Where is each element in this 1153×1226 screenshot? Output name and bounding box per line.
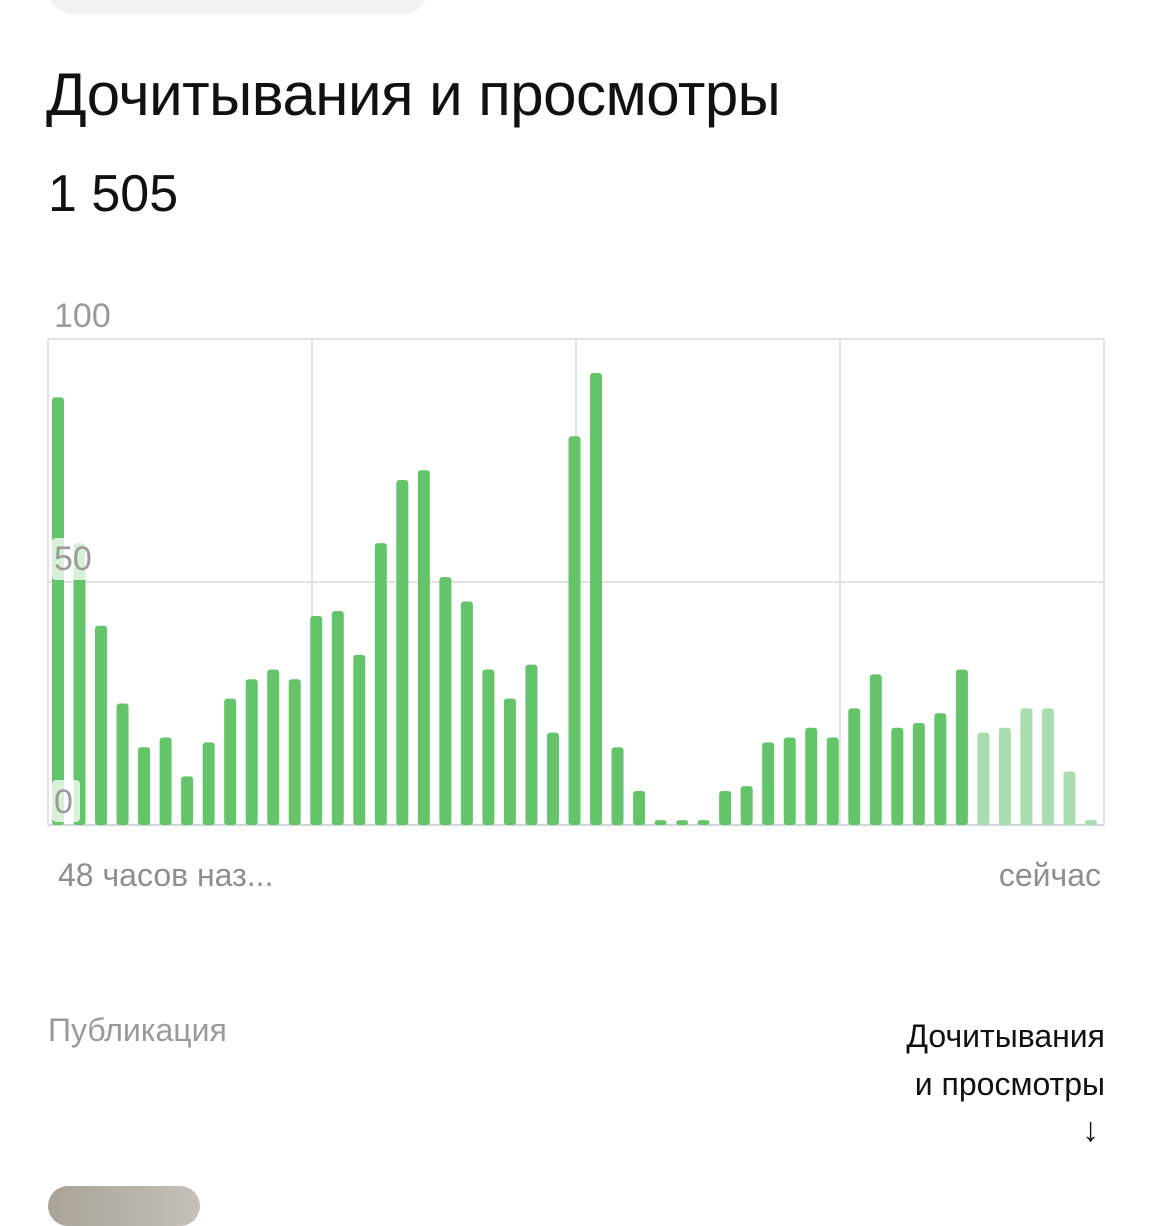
- bar-11[interactable]: [288, 679, 301, 825]
- bar-7[interactable]: [202, 742, 215, 825]
- metric-header-line2: и просмотры: [914, 1066, 1105, 1102]
- chart-labels: 100 50 0 48 часов наз... сейчас: [52, 296, 1101, 893]
- chart-bars: [52, 373, 1097, 825]
- y-tick-50: 50: [54, 540, 92, 578]
- bar-1[interactable]: [73, 543, 86, 825]
- bar-48[interactable]: [1085, 820, 1097, 825]
- bar-21[interactable]: [503, 698, 516, 825]
- bar-20[interactable]: [482, 669, 495, 825]
- bar-24[interactable]: [568, 436, 581, 825]
- bar-38[interactable]: [869, 674, 882, 825]
- bar-10[interactable]: [267, 669, 280, 825]
- x-start-label: 48 часов наз...: [58, 857, 273, 893]
- page-title: Дочитывания и просмотры: [46, 61, 781, 128]
- bar-29[interactable]: [676, 820, 689, 825]
- y-tick-backdrop: [52, 538, 100, 580]
- bar-43[interactable]: [977, 732, 990, 825]
- bar-42[interactable]: [955, 669, 968, 825]
- bar-46[interactable]: [1041, 708, 1054, 825]
- bar-28[interactable]: [654, 820, 667, 825]
- bar-34[interactable]: [783, 737, 796, 825]
- top-pill[interactable]: [48, 0, 428, 14]
- metric-column-header[interactable]: Дочитывания и просмотры ↓: [785, 1012, 1105, 1152]
- y-tick-backdrop: [52, 780, 80, 822]
- bar-41[interactable]: [934, 713, 947, 825]
- metric-header-line1: Дочитывания: [906, 1018, 1105, 1054]
- bar-40[interactable]: [912, 722, 925, 825]
- bar-16[interactable]: [396, 479, 409, 825]
- bar-5[interactable]: [159, 737, 172, 825]
- bar-25[interactable]: [590, 373, 603, 825]
- y-tick-0: 0: [54, 783, 73, 821]
- x-end-label: сейчас: [999, 857, 1101, 893]
- bar-2[interactable]: [95, 625, 108, 825]
- y-tick-100: 100: [54, 297, 111, 335]
- bar-31[interactable]: [719, 790, 732, 825]
- bar-9[interactable]: [245, 679, 258, 825]
- sort-down-icon[interactable]: ↓: [1082, 1111, 1099, 1149]
- bar-13[interactable]: [331, 611, 344, 825]
- bar-0[interactable]: [52, 397, 64, 825]
- bar-19[interactable]: [460, 601, 473, 825]
- bar-30[interactable]: [697, 820, 710, 825]
- bar-27[interactable]: [633, 790, 646, 825]
- bar-22[interactable]: [525, 664, 538, 825]
- bar-33[interactable]: [762, 742, 775, 825]
- bar-18[interactable]: [439, 577, 452, 825]
- bar-47[interactable]: [1063, 771, 1076, 825]
- bar-4[interactable]: [138, 747, 151, 825]
- bar-44[interactable]: [998, 727, 1011, 825]
- publication-column-header: Публикация: [48, 1012, 227, 1048]
- bar-39[interactable]: [891, 727, 904, 825]
- bar-6[interactable]: [181, 776, 194, 825]
- y-tick-backdrop: [52, 296, 120, 338]
- bar-35[interactable]: [805, 727, 818, 825]
- bar-17[interactable]: [417, 470, 430, 825]
- bar-14[interactable]: [353, 654, 366, 825]
- bar-37[interactable]: [848, 708, 861, 825]
- bar-23[interactable]: [546, 732, 559, 825]
- bar-15[interactable]: [374, 543, 387, 825]
- total-count: 1 505: [48, 165, 179, 223]
- bar-32[interactable]: [740, 786, 753, 825]
- bar-8[interactable]: [224, 698, 237, 825]
- views-bar-chart: 100 50 0 48 часов наз... сейчас: [47, 296, 1105, 893]
- publication-thumbnail[interactable]: [48, 1186, 200, 1226]
- bar-45[interactable]: [1020, 708, 1033, 825]
- bar-12[interactable]: [310, 616, 323, 825]
- bar-36[interactable]: [826, 737, 839, 825]
- bar-3[interactable]: [116, 703, 129, 826]
- bar-26[interactable]: [611, 747, 624, 825]
